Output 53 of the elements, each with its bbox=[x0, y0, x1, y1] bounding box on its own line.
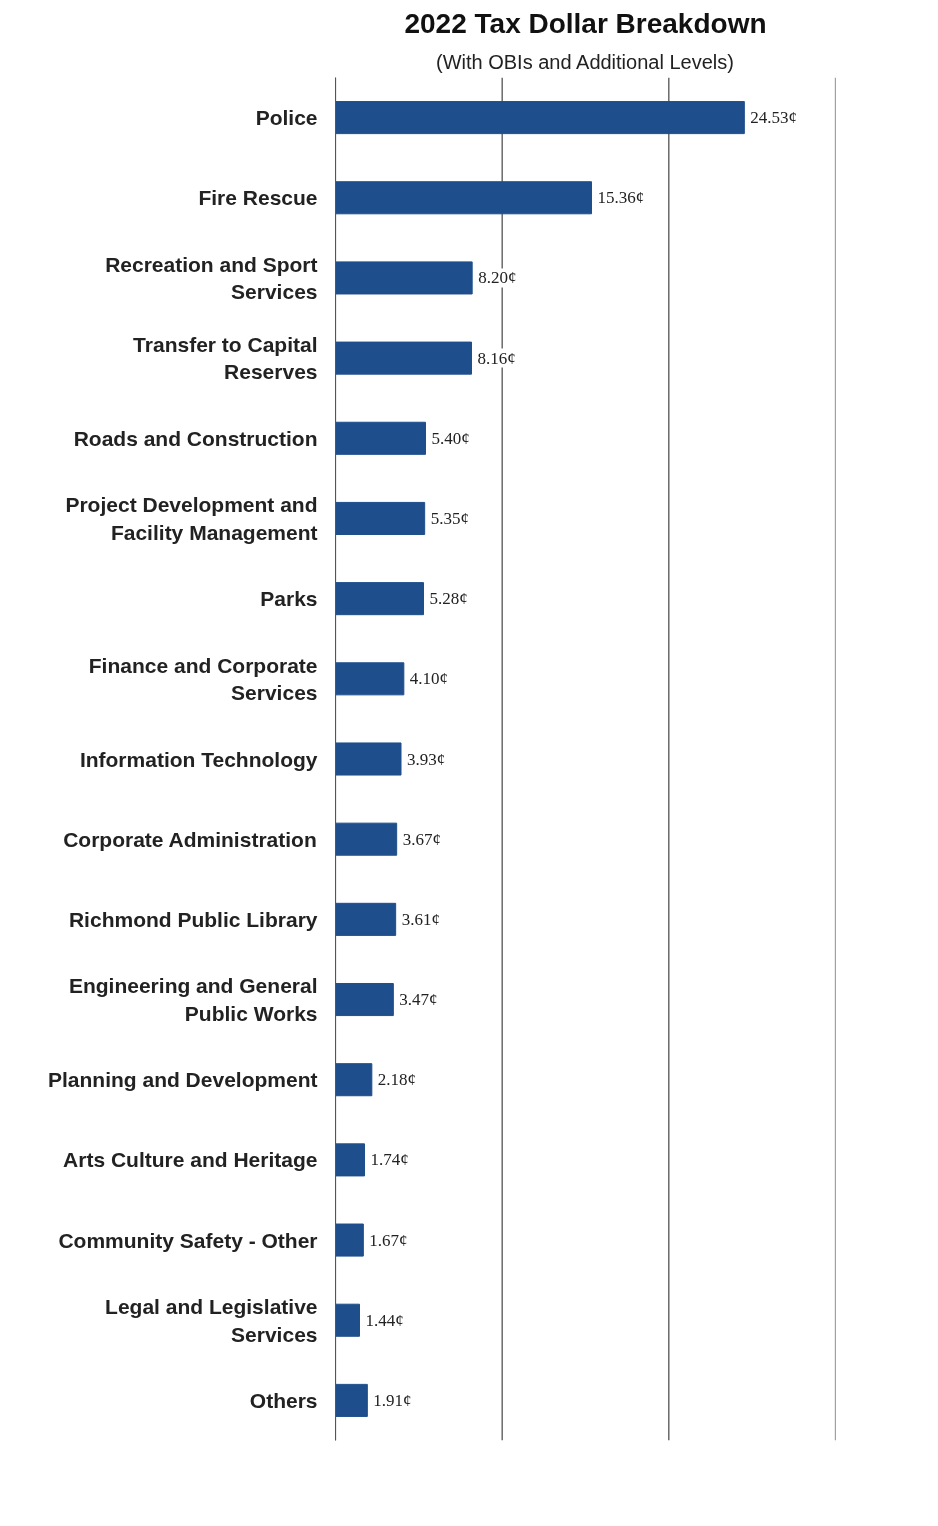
data-label: 3.47¢ bbox=[399, 990, 438, 1010]
data-label: 3.61¢ bbox=[401, 909, 440, 929]
bar bbox=[335, 341, 472, 375]
bar bbox=[335, 261, 473, 295]
y-tick-label: Parks bbox=[260, 587, 318, 611]
bar bbox=[335, 1143, 365, 1177]
data-label: 1.67¢ bbox=[369, 1230, 408, 1250]
y-tick-label: Information Technology bbox=[79, 747, 318, 771]
y-tick-label: Planning and Development bbox=[47, 1068, 318, 1092]
bar bbox=[335, 1303, 360, 1337]
data-label: 1.91¢ bbox=[373, 1390, 412, 1410]
bar bbox=[335, 101, 745, 135]
y-tick-label: Roads and Construction bbox=[73, 426, 318, 450]
y-tick-label: Community Safety - Other bbox=[58, 1228, 318, 1252]
data-label: 5.40¢ bbox=[431, 428, 470, 448]
bar bbox=[335, 582, 424, 616]
data-label: 5.28¢ bbox=[429, 589, 468, 609]
data-label: 1.74¢ bbox=[370, 1150, 409, 1170]
bar bbox=[335, 982, 394, 1017]
bar bbox=[335, 501, 426, 536]
data-label: 8.20¢ bbox=[478, 268, 517, 288]
bar bbox=[335, 742, 402, 776]
y-tick-label: Fire Rescue bbox=[198, 186, 318, 210]
y-tick-label: Corporate Administration bbox=[63, 827, 317, 851]
data-label: 5.35¢ bbox=[430, 508, 469, 528]
y-tick-label: Transfer to Capital Reserves bbox=[133, 332, 318, 384]
y-tick-label: Engineering and General Public Works bbox=[68, 974, 318, 1025]
bar bbox=[335, 1383, 368, 1417]
data-label: 15.36¢ bbox=[597, 188, 645, 208]
bar bbox=[335, 181, 592, 215]
bar bbox=[335, 1223, 364, 1257]
y-tick-label: Finance and Corporate Services bbox=[88, 653, 318, 705]
data-label: 1.44¢ bbox=[365, 1310, 404, 1330]
bar bbox=[335, 662, 405, 696]
y-tick-label: Legal and Legislative Services bbox=[105, 1294, 318, 1346]
y-tick-label: Project Development and Facility Management bbox=[65, 493, 318, 544]
chart-subtitle: (With OBIs and Additional Levels) bbox=[435, 50, 734, 73]
y-tick-label: Others bbox=[249, 1388, 318, 1412]
y-tick-label: Arts Culture and Heritage bbox=[63, 1148, 318, 1172]
bar bbox=[335, 1063, 373, 1097]
data-label: 4.10¢ bbox=[409, 669, 449, 689]
data-label: 3.93¢ bbox=[407, 749, 446, 769]
chart-title: 2022 Tax Dollar Breakdown bbox=[404, 7, 767, 39]
data-label: 8.16¢ bbox=[477, 348, 516, 368]
data-label: 24.53¢ bbox=[750, 108, 798, 128]
data-label: 2.18¢ bbox=[377, 1070, 417, 1090]
y-tick-label: Recreation and Sport Services bbox=[105, 252, 318, 304]
bar bbox=[335, 902, 397, 936]
y-tick-label: Police bbox=[255, 106, 318, 130]
y-tick-label: Richmond Public Library bbox=[68, 907, 318, 931]
bar bbox=[335, 421, 426, 455]
bar bbox=[335, 822, 398, 856]
data-label: 3.67¢ bbox=[402, 829, 441, 849]
